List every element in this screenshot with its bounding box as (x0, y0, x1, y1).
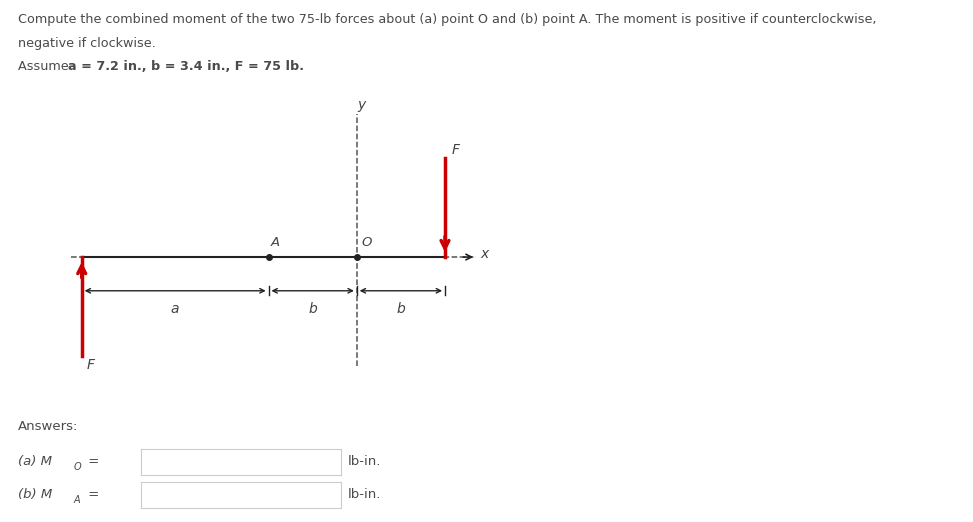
Text: negative if clockwise.: negative if clockwise. (18, 37, 156, 50)
Text: lb-in.: lb-in. (347, 456, 380, 468)
Text: Compute the combined moment of the two 75-lb forces about (a) point O and (b) po: Compute the combined moment of the two 7… (18, 13, 876, 26)
Text: O: O (362, 236, 373, 250)
Text: =: = (84, 489, 99, 501)
Text: A: A (271, 236, 280, 250)
Text: (a) M: (a) M (18, 456, 52, 468)
Text: a: a (171, 302, 179, 316)
Text: y: y (358, 98, 366, 112)
Text: x: x (480, 247, 488, 262)
Text: b: b (308, 302, 317, 316)
Text: O: O (74, 462, 82, 472)
Text: a = 7.2 in., b = 3.4 in., F = 75 lb.: a = 7.2 in., b = 3.4 in., F = 75 lb. (68, 60, 305, 73)
Text: i: i (125, 488, 128, 502)
Text: F: F (451, 143, 459, 157)
Text: i: i (125, 455, 128, 469)
Text: b: b (397, 302, 405, 316)
Text: =: = (84, 456, 99, 468)
Text: Assume: Assume (18, 60, 72, 73)
Text: F: F (87, 358, 95, 372)
Text: Answers:: Answers: (18, 420, 78, 433)
Text: A: A (74, 495, 81, 505)
Text: lb-in.: lb-in. (347, 489, 380, 501)
Text: (b) M: (b) M (18, 489, 52, 501)
